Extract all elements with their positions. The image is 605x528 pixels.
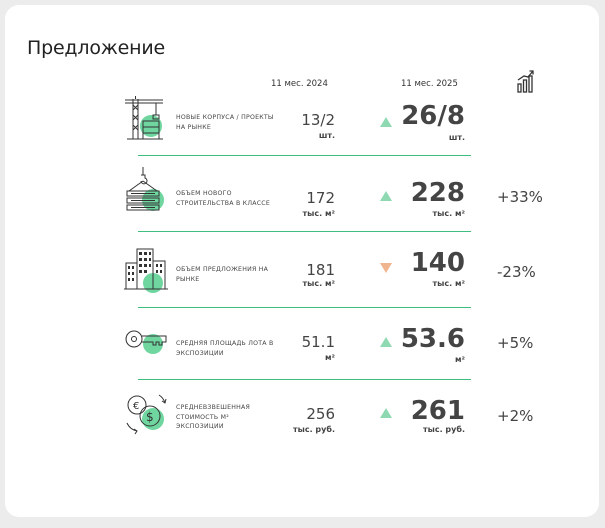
- metric-label: НОВЫЕ КОРПУСА / ПРОЕКТЫ НА РЫНКЕ: [176, 114, 274, 131]
- row-divider: [138, 231, 471, 232]
- unit-2024: шт.: [318, 131, 335, 140]
- bar-chart-icon[interactable]: [516, 69, 536, 95]
- value-2024: 181: [306, 261, 335, 279]
- metric-label: СРЕДНЯЯ ПЛОЩАДЬ ЛОТА В ЭКСПОЗИЦИИ: [176, 340, 274, 357]
- unit-2024: тыс. руб.: [292, 425, 335, 434]
- metric-label: ОБЪЕМ ПРЕДЛОЖЕНИЯ НА РЫНКЕ: [176, 266, 269, 283]
- unit-2025: тыс. м²: [432, 209, 465, 218]
- value-2025: 26/8: [401, 101, 465, 131]
- value-2025: 261: [410, 396, 465, 426]
- column-header-2025: 11 мес. 2025: [401, 79, 458, 89]
- column-header-2024: 11 мес. 2024: [271, 79, 328, 89]
- value-2024: 256: [306, 405, 335, 423]
- row-divider: [138, 307, 471, 308]
- svg-text:€: €: [133, 401, 139, 412]
- trend-up-icon: [380, 117, 392, 127]
- unit-2024: тыс. м²: [302, 279, 335, 288]
- metric-row-market-supply: ОБЪЕМ ПРЕДЛОЖЕНИЯ НА РЫНКЕ 181 тыс. м² 1…: [5, 241, 599, 315]
- change-percent: +2%: [497, 407, 534, 425]
- trend-up-icon: [380, 337, 392, 347]
- metric-row-average-lot-area: СРЕДНЯЯ ПЛОЩАДЬ ЛОТА В ЭКСПОЗИЦИИ 51.1 м…: [5, 317, 599, 391]
- change-percent: +33%: [497, 188, 543, 206]
- row-divider: [138, 155, 471, 156]
- unit-2024: тыс. м²: [302, 209, 335, 218]
- supply-panel: Предложение 11 мес. 2024 11 мес. 2025: [5, 5, 599, 517]
- key-icon: [125, 330, 167, 354]
- value-2024: 51.1: [301, 333, 335, 351]
- unit-2025: шт.: [448, 133, 465, 142]
- crane-hook-panels-icon: [126, 167, 164, 211]
- construction-crane-icon: [125, 96, 163, 140]
- trend-up-icon: [380, 191, 392, 201]
- metric-label: ОБЪЕМ НОВОГО СТРОИТЕЛЬСТВА В КЛАССЕ: [176, 190, 271, 207]
- city-buildings-icon: [124, 248, 168, 293]
- currency-coins-icon: € $: [126, 394, 167, 435]
- value-2025: 53.6: [400, 324, 465, 354]
- value-2024: 13/2: [301, 111, 335, 129]
- metric-row-new-buildings: НОВЫЕ КОРПУСА / ПРОЕКТЫ НА РЫНКЕ 13/2 шт…: [5, 91, 599, 165]
- change-percent: +5%: [497, 334, 534, 352]
- row-divider: [138, 379, 471, 380]
- metric-label: СРЕДНЕВЗВЕШЕННАЯ СТОИМОСТЬ М² ЭКСПОЗИЦИИ: [176, 404, 251, 431]
- value-2025: 140: [410, 248, 465, 278]
- change-percent: -23%: [497, 263, 536, 281]
- trend-down-icon: [380, 263, 392, 273]
- metric-row-new-construction: ОБЪЕМ НОВОГО СТРОИТЕЛЬСТВА В КЛАССЕ 172 …: [5, 165, 599, 239]
- metric-row-weighted-price: € $ СРЕДНЕВЗВЕШЕННАЯ СТОИМОСТЬ М² ЭКСПОЗ…: [5, 385, 599, 459]
- panel-title: Предложение: [27, 37, 166, 59]
- unit-2025: м²: [454, 355, 465, 364]
- value-2025: 228: [410, 178, 465, 208]
- unit-2025: тыс. руб.: [422, 425, 465, 434]
- unit-2024: м²: [324, 353, 335, 362]
- unit-2025: тыс. м²: [432, 279, 465, 288]
- value-2024: 172: [306, 189, 335, 207]
- trend-up-icon: [380, 408, 392, 418]
- svg-text:$: $: [146, 410, 154, 424]
